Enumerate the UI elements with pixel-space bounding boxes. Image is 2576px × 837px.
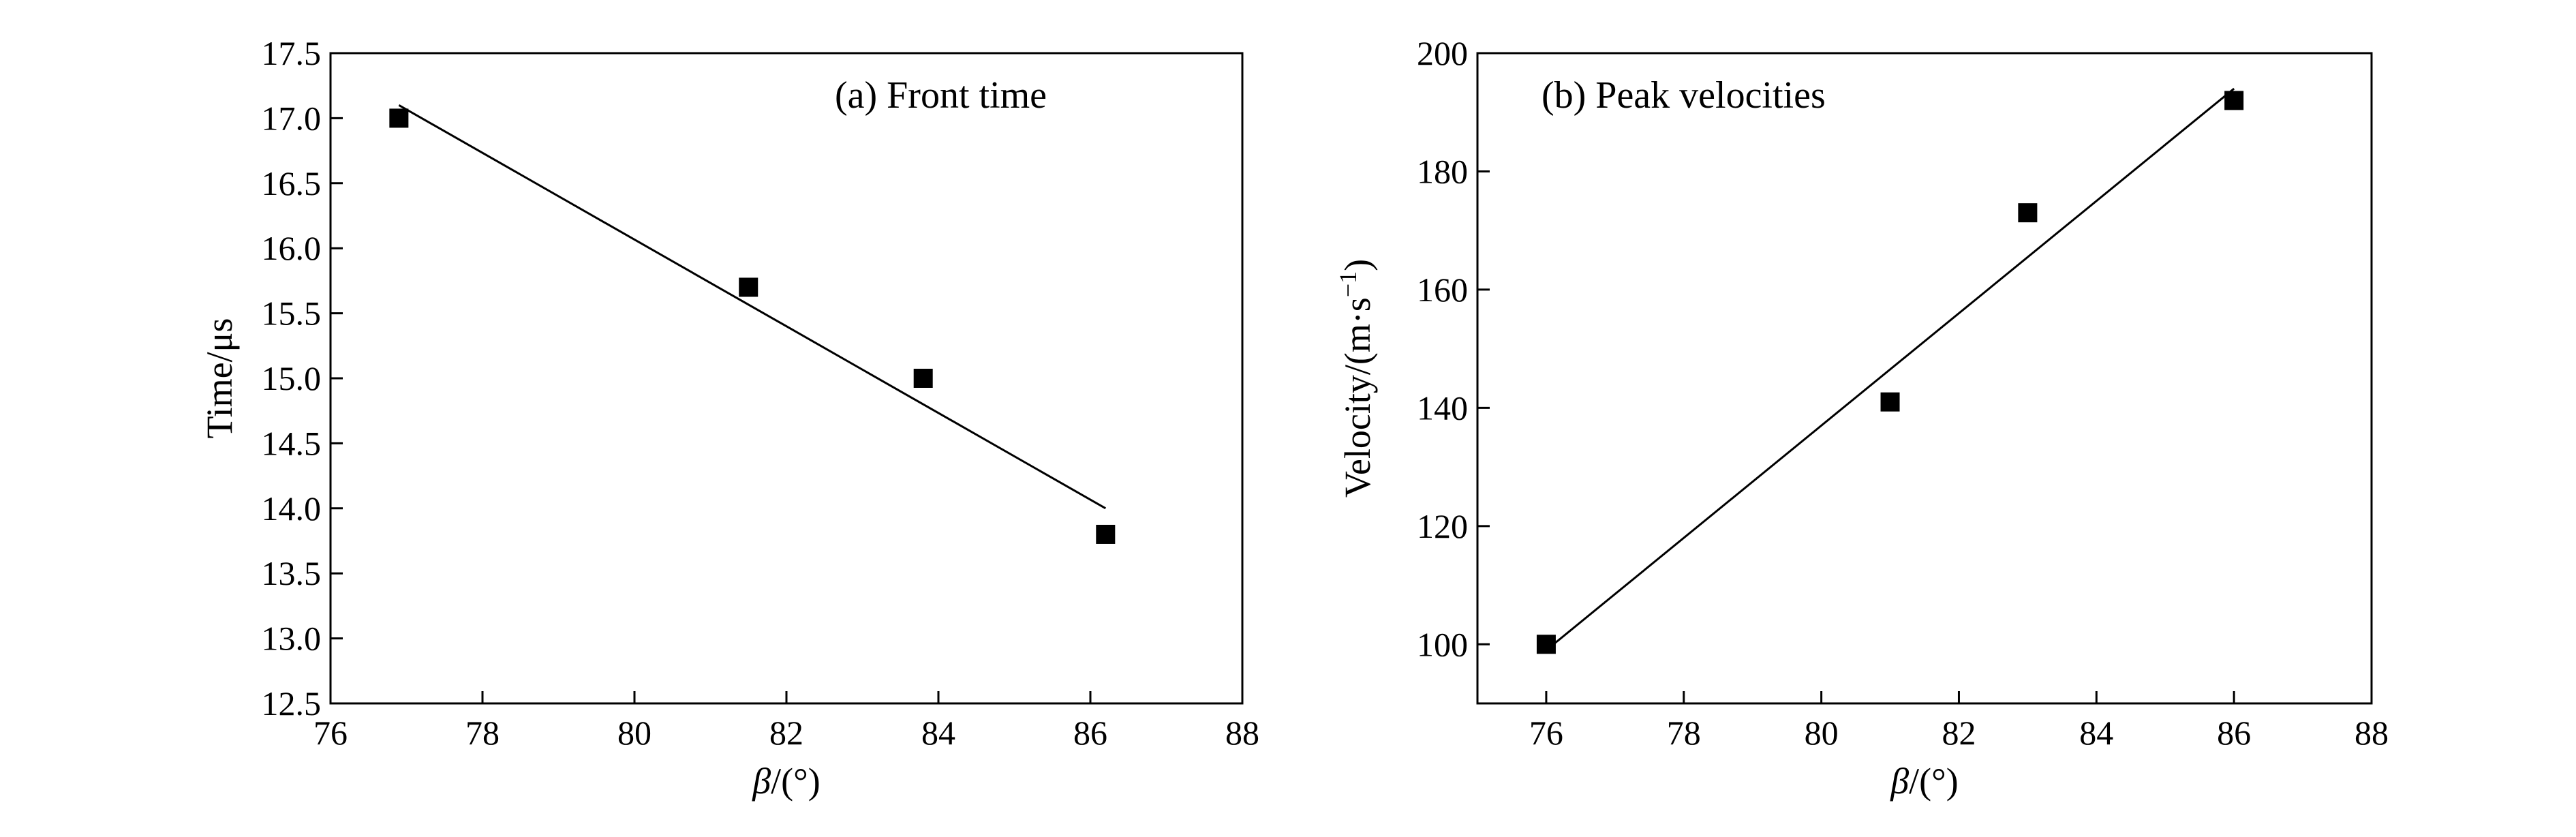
y-tick-label: 120: [1417, 507, 1468, 545]
y-tick-label: 100: [1417, 625, 1468, 663]
data-point: [1096, 524, 1116, 544]
annotation: (a) Front time: [835, 74, 1047, 117]
y-tick-label: 16.5: [262, 164, 322, 202]
x-tick-label: 86: [1073, 714, 1107, 752]
x-tick-label: 84: [921, 714, 955, 752]
x-tick-label: 88: [2355, 714, 2389, 752]
x-tick-label: 82: [1942, 714, 1976, 752]
data-point: [913, 369, 933, 388]
y-tick-label: 16.0: [262, 229, 322, 267]
data-point: [1536, 635, 1556, 654]
x-tick-label: 86: [2217, 714, 2251, 752]
y-tick-label: 180: [1417, 152, 1468, 190]
x-axis-label: β/(°): [752, 761, 820, 802]
x-tick-label: 78: [1667, 714, 1701, 752]
y-tick-label: 14.0: [262, 489, 322, 528]
data-point: [2224, 91, 2244, 110]
data-point: [2018, 203, 2038, 223]
data-point: [1880, 392, 1900, 412]
x-axis-label: β/(°): [1890, 761, 1958, 802]
y-tick-label: 17.5: [262, 34, 322, 72]
y-tick-label: 140: [1417, 389, 1468, 427]
x-tick-label: 82: [769, 714, 803, 752]
x-tick-label: 78: [465, 714, 500, 752]
x-tick-label: 80: [617, 714, 651, 752]
y-tick-label: 15.0: [262, 359, 322, 397]
data-point: [389, 108, 409, 128]
y-axis-label: Velocity/(m·s−1): [1334, 259, 1378, 498]
y-tick-label: 200: [1417, 34, 1468, 72]
plot-frame: [329, 52, 1244, 705]
y-tick-label: 13.0: [262, 620, 322, 658]
y-tick-label: 15.5: [262, 294, 322, 333]
annotation: (b) Peak velocities: [1542, 74, 1826, 117]
x-tick-label: 76: [1529, 714, 1563, 752]
x-tick-label: 88: [1225, 714, 1259, 752]
y-tick-label: 17.0: [262, 99, 322, 137]
plot-frame: [1476, 52, 2373, 705]
fit-line: [1545, 87, 2235, 652]
y-tick-label: 13.5: [262, 554, 322, 592]
y-tick-label: 12.5: [262, 684, 322, 722]
data-point: [739, 277, 758, 297]
x-tick-label: 76: [313, 714, 348, 752]
y-axis-label: Time/μs: [199, 318, 240, 438]
x-tick-label: 80: [1805, 714, 1839, 752]
fit-line: [398, 104, 1107, 510]
x-tick-label: 84: [2079, 714, 2113, 752]
y-tick-label: 14.5: [262, 424, 322, 462]
y-tick-label: 160: [1417, 271, 1468, 309]
chart-a-front-time: 76 78 80 82 84 86 88 12.5 13.0 13.5 14.0 14.5 15.0 15…: [199, 34, 1259, 802]
chart-b-peak-velocities: 76 78 80 82 84 86 88 100 120 140 160 180 200 (b) Peak…: [1334, 34, 2389, 802]
